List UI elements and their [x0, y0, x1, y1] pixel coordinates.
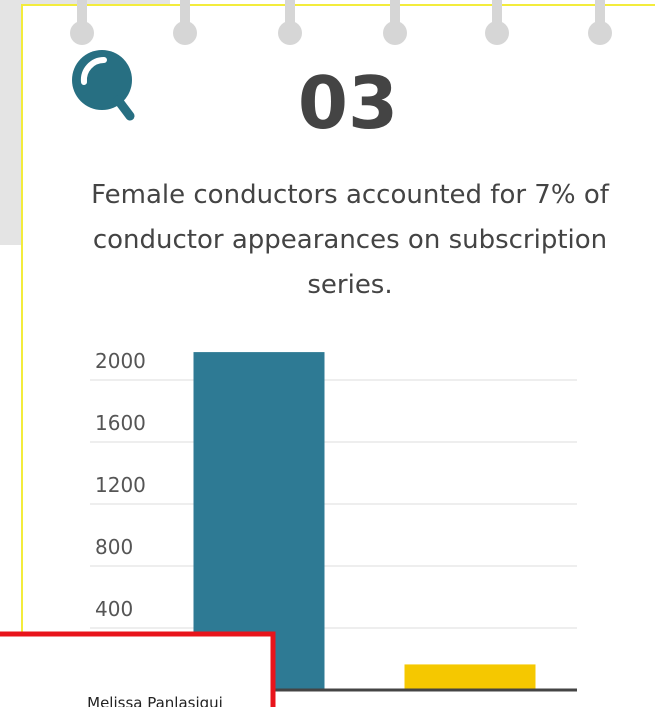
step-number: 03: [298, 61, 398, 145]
y-tick-label: 1600: [95, 411, 146, 435]
y-tick-label: 400: [95, 597, 133, 621]
chart-title: Female conductors accounted for 7% of co…: [91, 180, 609, 300]
spiral-holes: [70, 0, 612, 45]
caption-box: [0, 631, 276, 707]
caption: Melissa Panlasigui: [87, 694, 223, 707]
y-tick-label: 2000: [95, 349, 146, 373]
search-icon: [72, 50, 135, 121]
card: [21, 4, 655, 707]
y-tick-label: 1200: [95, 473, 146, 497]
bar: [404, 664, 536, 690]
y-tick-label: 800: [95, 535, 133, 559]
